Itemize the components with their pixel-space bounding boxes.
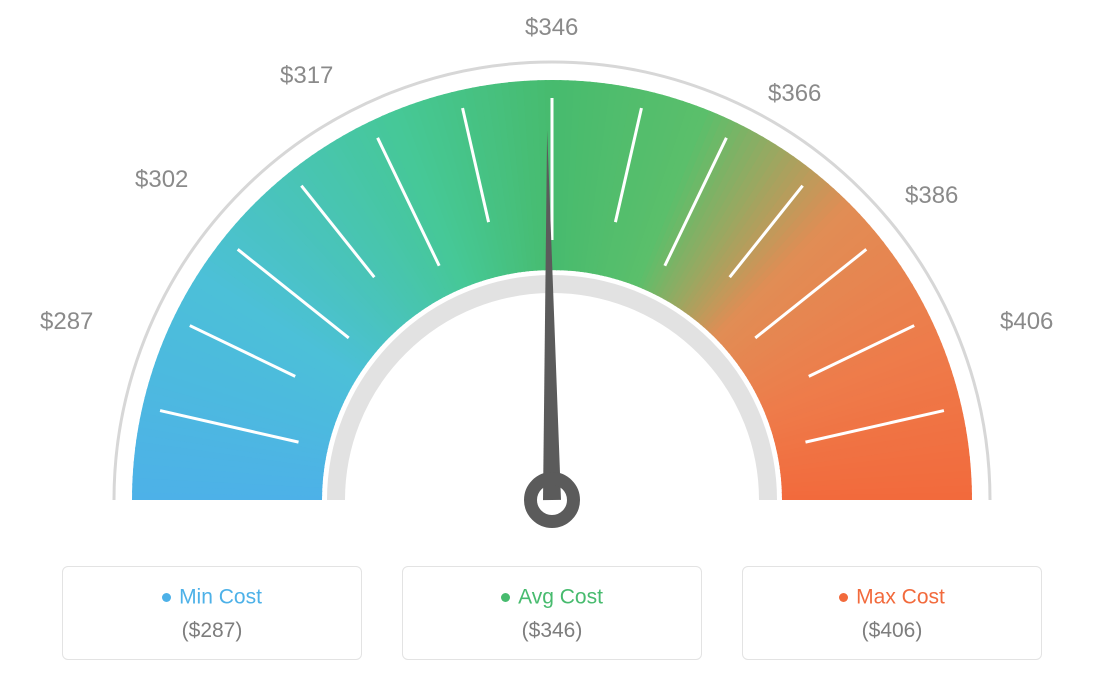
legend-card-avg: Avg Cost ($346): [402, 566, 702, 660]
legend-card-max: Max Cost ($406): [742, 566, 1042, 660]
legend-label-max: Max Cost: [856, 585, 945, 608]
gauge-tick-label: $386: [905, 182, 958, 210]
legend-value-min: ($287): [73, 619, 351, 643]
legend-value-avg: ($346): [413, 619, 691, 643]
gauge-tick-label: $346: [525, 14, 578, 42]
legend-label-avg: Avg Cost: [518, 585, 603, 608]
gauge-tick-label: $287: [40, 308, 93, 336]
gauge-tick-label: $317: [280, 62, 333, 90]
gauge-tick-label: $302: [135, 166, 188, 194]
legend-card-min: Min Cost ($287): [62, 566, 362, 660]
legend-value-max: ($406): [753, 619, 1031, 643]
legend-dot-max: [839, 593, 848, 602]
gauge-tick-label: $406: [1000, 308, 1053, 336]
gauge-svg: [0, 0, 1104, 560]
legend-label-min: Min Cost: [179, 585, 262, 608]
legend-dot-avg: [501, 593, 510, 602]
legend-title-max: Max Cost: [753, 585, 1031, 609]
legend-title-avg: Avg Cost: [413, 585, 691, 609]
legend-row: Min Cost ($287) Avg Cost ($346) Max Cost…: [0, 566, 1104, 660]
legend-title-min: Min Cost: [73, 585, 351, 609]
legend-dot-min: [162, 593, 171, 602]
gauge-tick-label: $366: [768, 80, 821, 108]
gauge-chart: $287 $302 $317 $346 $366 $386 $406: [0, 0, 1104, 560]
